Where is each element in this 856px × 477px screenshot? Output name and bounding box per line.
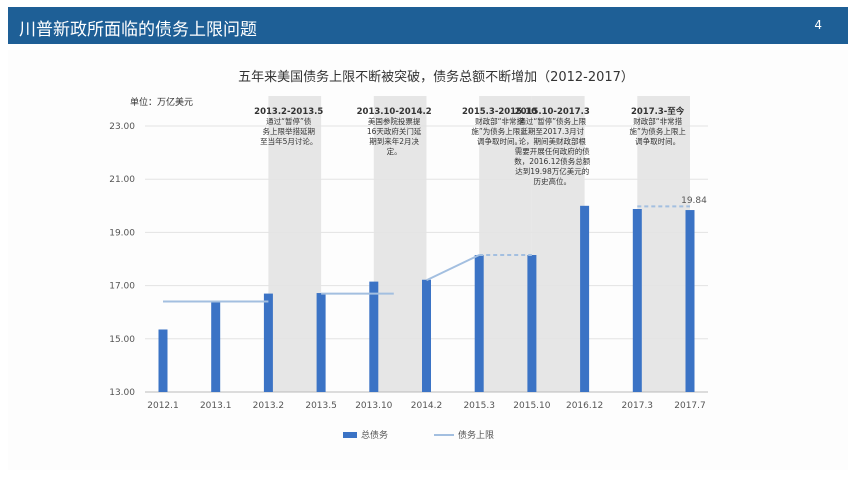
annotation-2: 2015.3-2015.10 财政部“非常措施”为债务上限上调争取时间。 — [462, 107, 537, 146]
bar-2013.10 — [369, 281, 379, 392]
slide-page-number: 4 — [814, 18, 822, 32]
x-tick-label: 2015.3 — [463, 401, 495, 411]
annotation-band-1 — [373, 96, 427, 392]
x-tick-label: 2017.7 — [674, 401, 706, 411]
y-tick-label: 17.00 — [109, 282, 135, 292]
x-tick-label: 2016.12 — [566, 401, 603, 411]
slide-title: 川普新政所面临的债务上限问题 — [19, 20, 257, 40]
bar-2014.2 — [422, 279, 431, 392]
bar-2017.7 — [685, 210, 695, 392]
x-tick-label: 2015.10 — [513, 401, 550, 411]
y-tick-label: 23.00 — [109, 122, 135, 132]
annotation-3: 2015.10-2017.3 通过“暂停”债务上限延期至2017.3月讨论，期间美… — [514, 107, 591, 186]
x-tick-label: 2013.2 — [253, 401, 285, 411]
bar-2013.1 — [211, 301, 221, 392]
bar-2013.2 — [263, 293, 273, 392]
legend-swatch-total-debt — [343, 432, 357, 438]
bar-2015.3 — [474, 255, 484, 392]
annotation-band-0 — [268, 96, 322, 392]
y-tick-label: 21.00 — [109, 175, 135, 185]
y-tick-label: 19.00 — [109, 228, 135, 238]
bar-2016.12 — [580, 205, 590, 392]
x-tick-label: 2013.5 — [305, 401, 337, 411]
annotation-0: 2013.2-2013.5 通过“暂停”债务上限举措延期至当年5月讨论。 — [254, 107, 323, 146]
unit-label: 单位：万亿美元 — [130, 96, 193, 108]
chart-title: 五年来美国债务上限不断被突破，债务总额不断增加（2012-2017） — [238, 69, 634, 85]
annotation-band-2 — [479, 96, 532, 392]
y-tick-label: 13.00 — [109, 388, 135, 398]
bar-2017.3 — [632, 208, 642, 392]
x-tick-label: 2014.2 — [411, 401, 443, 411]
annotation-band-4 — [637, 96, 690, 392]
slide-header: 川普新政所面临的债务上限问题 4 — [8, 7, 848, 44]
debt-ceiling-chart: 13.00 15.00 17.00 19.00 21.00 23.00 2012.1 201… — [109, 69, 708, 441]
chart-panel: 13.00 15.00 17.00 19.00 21.00 23.00 2012.1 201… — [8, 50, 848, 470]
annotation-4: 2017.3-至今财政部“非常措施”为债务上限上调争取时间。 — [629, 106, 686, 146]
x-tick-label: 2017.3 — [622, 401, 654, 411]
annotation-band-3 — [531, 96, 585, 392]
bar-2015.10 — [527, 255, 537, 392]
ceiling-segment-2014 — [426, 254, 480, 282]
annotation-1: 2013.10-2014.2 美国参院投票提 16天政府关门延期到来年2月决定。 — [357, 107, 432, 156]
x-tick-label: 2013.1 — [200, 401, 232, 411]
x-tick-label: 2012.1 — [147, 401, 179, 411]
y-tick-label: 15.00 — [109, 335, 135, 345]
x-tick-label: 2013.10 — [355, 401, 392, 411]
legend-label-total-debt: 总债务 — [361, 429, 388, 441]
bar-2013.5 — [316, 293, 326, 392]
legend-label-debt-ceiling: 债务上限 — [458, 429, 494, 441]
bar-2012.1 — [158, 329, 168, 392]
value-label: 19.84 — [681, 196, 707, 206]
